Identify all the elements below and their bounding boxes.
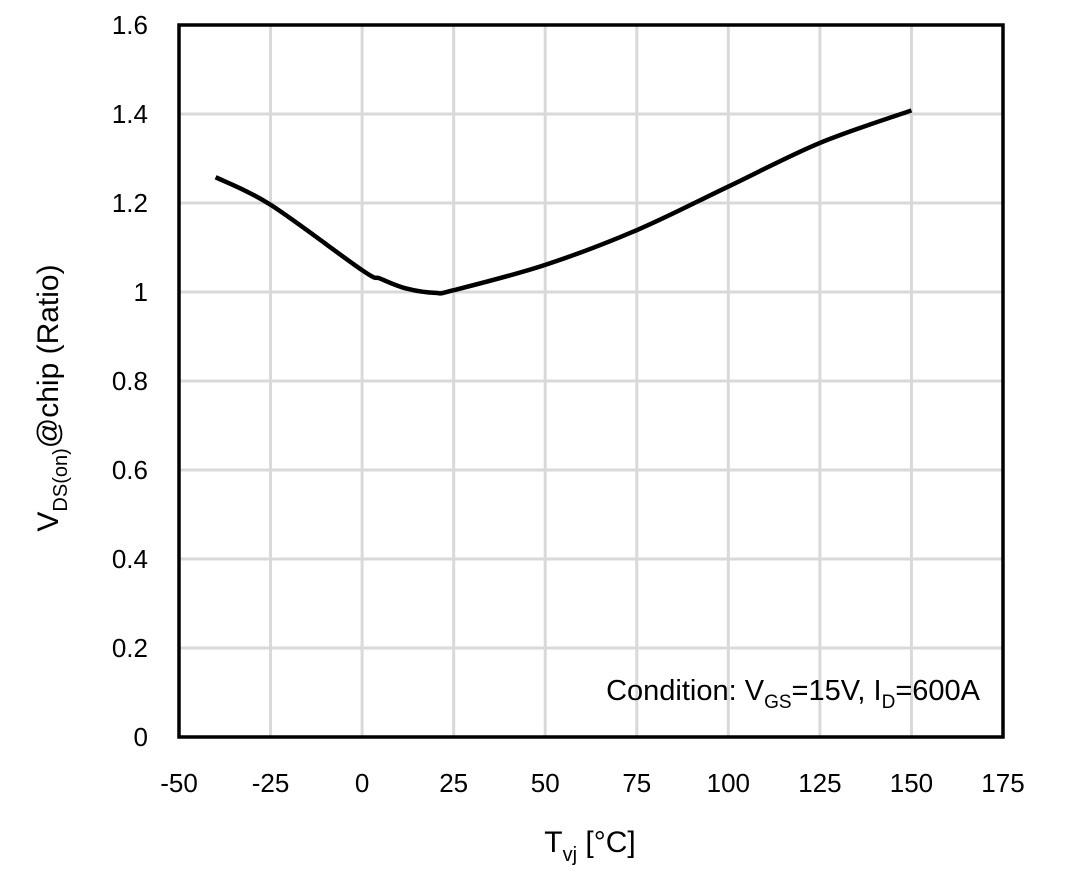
y-tick-label: 1.4 [112,99,148,129]
x-tick-label: -25 [252,768,290,798]
y-tick-label: 1.2 [112,188,148,218]
y-tick-label: 1.6 [112,10,148,40]
y-tick-label: 0.4 [112,544,148,574]
x-tick-label: 25 [439,768,468,798]
x-tick-label: 125 [798,768,841,798]
y-tick-label: 0.6 [112,455,148,485]
x-tick-label: 150 [890,768,933,798]
grid [179,25,1003,737]
y-tick-label: 0.8 [112,366,148,396]
x-tick-label: 0 [355,768,369,798]
y-axis-label: VDS(on)@chip (Ratio) [32,264,72,531]
y-tick-label: 1 [134,277,148,307]
x-tick-labels: -50 -25 0 25 50 75 100 125 150 175 [160,768,1024,798]
x-axis-label: Tvj [°C] [544,826,635,866]
plot-frame [177,23,1005,739]
series-line [214,108,913,296]
x-tick-label: 50 [531,768,560,798]
x-tick-label: 75 [622,768,651,798]
x-tick-label: 175 [981,768,1024,798]
annotation: Condition: VGS=15V, ID=600A [606,675,981,713]
x-tick-label: -50 [160,768,198,798]
y-tick-label: 0 [134,722,148,752]
y-tick-label: 0.2 [112,633,148,663]
y-tick-labels: 0 0.2 0.4 0.6 0.8 1 1.2 1.4 1.6 [112,10,148,752]
x-tick-label: 100 [707,768,750,798]
